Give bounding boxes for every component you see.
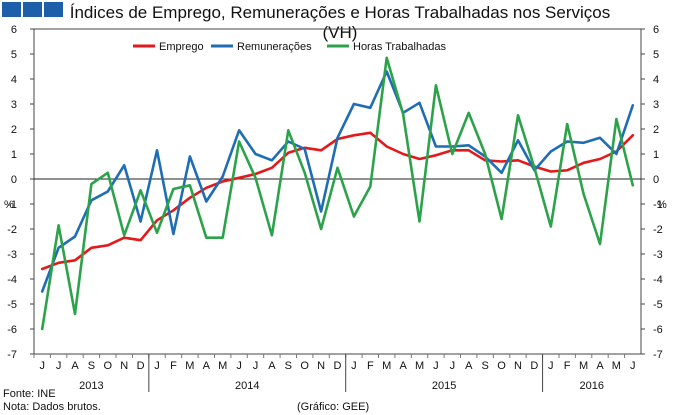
- month-label: S: [88, 360, 95, 372]
- month-label: S: [481, 360, 488, 372]
- year-label: 2013: [79, 380, 103, 392]
- month-label: A: [596, 360, 604, 372]
- logo-square-2: [23, 2, 42, 17]
- month-label: O: [497, 360, 506, 372]
- y-tick-label-right: -2: [653, 224, 663, 236]
- y-tick-label-right: -5: [653, 299, 663, 311]
- month-label: M: [612, 360, 621, 372]
- y-tick-label-left: 2: [11, 124, 17, 136]
- month-label: M: [218, 360, 227, 372]
- y-tick-label-left: -5: [7, 299, 17, 311]
- chart-title: Índices de Emprego, Remunerações e Horas…: [69, 3, 611, 42]
- plot-area: [33, 28, 642, 355]
- month-label: N: [514, 360, 522, 372]
- month-label: M: [382, 360, 391, 372]
- y-tick-label-left: 1: [11, 149, 17, 161]
- legend-label: Emprego: [159, 41, 204, 53]
- month-label: N: [317, 360, 325, 372]
- y-tick-label-right: -7: [653, 349, 663, 361]
- y-tick-label-right: 5: [653, 49, 659, 61]
- month-label: A: [268, 360, 276, 372]
- y-tick-label-left: 0: [11, 174, 17, 186]
- series-line: [40, 56, 635, 331]
- month-label: O: [104, 360, 113, 372]
- y-tick-label-right: -1: [653, 199, 663, 211]
- y-tick-label-left: 5: [11, 49, 17, 61]
- month-label: J: [433, 360, 439, 372]
- gee-logo: [2, 2, 63, 17]
- y-tick-label-left: -4: [7, 274, 17, 286]
- month-label: A: [203, 360, 211, 372]
- y-axis-title-right: %: [657, 199, 667, 211]
- series-line: [40, 70, 635, 293]
- month-label: M: [579, 360, 588, 372]
- y-tick-label-left: -3: [7, 249, 17, 261]
- graph-credit: (Gráfico: GEE): [297, 401, 370, 413]
- month-label: J: [351, 360, 357, 372]
- y-tick-label-left: -1: [7, 199, 17, 211]
- month-label: M: [415, 360, 424, 372]
- month-label: J: [236, 360, 242, 372]
- month-label: A: [399, 360, 407, 372]
- y-tick-label-right: 2: [653, 124, 659, 136]
- month-label: D: [334, 360, 342, 372]
- month-label: A: [465, 360, 473, 372]
- month-label: N: [120, 360, 128, 372]
- year-label: 2014: [235, 380, 259, 392]
- month-label: J: [450, 360, 456, 372]
- y-tick-label-right: 4: [653, 74, 659, 86]
- logo-square-1: [2, 2, 21, 17]
- y-tick-label-left: -2: [7, 224, 17, 236]
- y-axis-title-left: %: [4, 199, 14, 211]
- y-tick-label-left: 4: [11, 74, 17, 86]
- month-label: A: [71, 360, 79, 372]
- y-tick-label-right: -4: [653, 274, 663, 286]
- y-tick-label-left: 6: [11, 24, 17, 36]
- y-tick-label-right: 6: [653, 24, 659, 36]
- month-label: J: [630, 360, 636, 372]
- month-label: F: [367, 360, 374, 372]
- month-label: J: [39, 360, 45, 372]
- year-label: 2016: [580, 380, 604, 392]
- y-tick-label-left: -6: [7, 324, 17, 336]
- month-label: S: [285, 360, 292, 372]
- month-label: M: [185, 360, 194, 372]
- month-label: D: [137, 360, 145, 372]
- month-label: J: [56, 360, 62, 372]
- y-tick-label-right: 3: [653, 99, 659, 111]
- month-label: F: [564, 360, 571, 372]
- month-label: F: [170, 360, 177, 372]
- year-label: 2015: [432, 380, 456, 392]
- y-tick-label-left: 3: [11, 99, 17, 111]
- y-tick-label-right: 0: [653, 174, 659, 186]
- month-label: D: [530, 360, 538, 372]
- month-label: J: [253, 360, 259, 372]
- y-tick-label-right: 1: [653, 149, 659, 161]
- month-label: O: [300, 360, 309, 372]
- legend-label: Horas Trabalhadas: [353, 41, 446, 53]
- data-note: Nota: Dados brutos.: [3, 401, 101, 413]
- legend-label: Remunerações: [237, 41, 312, 53]
- y-tick-label-left: -7: [7, 349, 17, 361]
- month-label: J: [548, 360, 554, 372]
- logo-square-3: [44, 2, 63, 17]
- y-tick-label-right: -6: [653, 324, 663, 336]
- source-note: Fonte: INE: [3, 388, 56, 400]
- y-tick-label-right: -3: [653, 249, 663, 261]
- month-label: J: [154, 360, 160, 372]
